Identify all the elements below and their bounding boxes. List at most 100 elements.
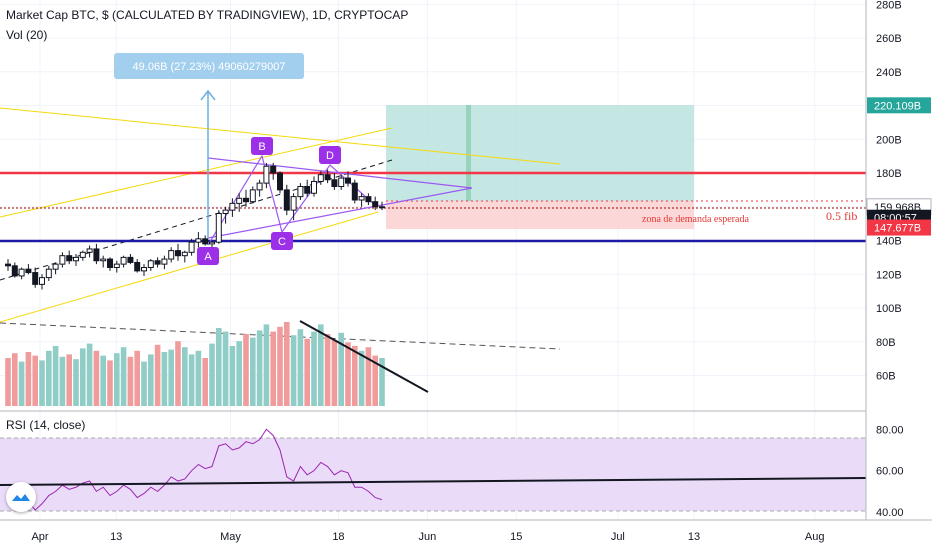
volume-bar [270,331,276,406]
candle-body [277,172,283,191]
volume-bar [358,350,365,406]
stop-zone [386,201,694,229]
volume-bar [331,340,338,406]
chart-title: Market Cap BTC, $ (CALCULATED BY TRADING… [6,8,409,22]
point-a-label: A [204,251,212,263]
time-tick-label: 13 [688,531,700,543]
volume-bars [5,322,385,406]
candle-body [134,261,141,272]
volume-bar [250,337,256,406]
volume-bar [5,358,11,406]
volume-bar [86,343,93,406]
time-tick-label: 18 [332,531,344,543]
candle-body [100,258,107,262]
volume-bar [134,350,140,406]
volume-bar [236,341,242,406]
price-tick-label: 200B [876,134,902,146]
volume-bar [93,350,100,406]
volume-bar [338,332,344,406]
candle-body [79,251,86,258]
candle-body [215,213,222,243]
candle-body [127,256,134,263]
candle-body [175,250,181,257]
candle-body [181,251,188,257]
rsi-tick-label: 60.00 [876,466,904,478]
price-tick-label: 280B [876,0,902,11]
candle-body [331,179,338,187]
candle-body [365,196,372,203]
volume-bar [297,329,304,406]
volume-bar [277,326,283,406]
volume-bar [216,328,222,406]
candle-body [73,256,79,262]
rsi-tick-label: 80.00 [876,424,904,436]
time-tick-label: 13 [110,531,122,543]
rsi-trend-line [0,477,867,486]
candles [5,162,385,290]
volume-bar [345,342,351,406]
volume-bar [127,356,134,406]
volume-bar [114,353,120,406]
candle-body [311,180,317,194]
candle-body [338,177,345,187]
time-axis-ticks: Apr 13 May 18 Jun 15 Jul 13 Aug [31,531,824,543]
candle-body [59,255,66,265]
candle-body [345,177,351,184]
candle-body [229,202,236,211]
time-tick-label: Aug [805,531,825,543]
measure-arrow-head [200,89,216,101]
point-b-label: B [258,141,265,153]
candle-body [209,241,215,245]
channel-top-line [0,107,561,165]
candle-body [263,165,270,184]
candle-body [154,260,161,265]
price-tick-label: 120B [876,269,902,281]
price-tick-label: 60B [876,371,896,383]
triangle-pattern [207,157,473,239]
candle-body [25,268,32,274]
volume-bar [141,361,147,406]
tradingview-logo-icon[interactable] [6,482,36,512]
candle-body [147,260,154,268]
candle-body [202,238,209,245]
volume-bar [188,354,195,406]
volume-bar [372,355,378,406]
volume-bar [80,348,86,406]
candle-body [236,197,243,204]
candle-body [270,165,277,174]
candle-body [113,263,120,268]
time-tick-label: Apr [31,531,48,543]
price-axis[interactable] [866,0,932,520]
volume-bar [100,355,106,406]
volume-bar [182,347,188,406]
candle-body [11,265,18,277]
candle-body [283,189,290,211]
volume-bar [379,358,385,406]
volume-bar [25,352,32,406]
fib-label: 0.5 fib [826,209,857,223]
volume-bar [195,350,202,406]
time-tick-label: Jul [611,531,625,543]
candle-body [379,206,385,209]
volume-bar [12,353,18,406]
rsi-tick-label: 40.00 [876,507,904,519]
volume-bar [18,361,25,406]
price-tick-label: 180B [876,168,902,180]
price-tag-label: 147.677B [874,223,921,235]
candle-body [317,174,324,182]
volume-bar [365,347,372,406]
candle-body [66,255,73,262]
price-tick-label: 100B [876,303,902,315]
candle-body [39,277,45,285]
candle-body [297,186,304,198]
candle-body [45,268,52,279]
volume-bar [168,349,174,406]
dashed-trend-line [0,159,393,281]
candle-body [18,268,25,277]
candle-body [249,189,256,203]
candle-body [195,238,202,243]
candle-body [161,258,168,265]
candle-body [86,248,93,253]
volume-bar [311,331,317,406]
